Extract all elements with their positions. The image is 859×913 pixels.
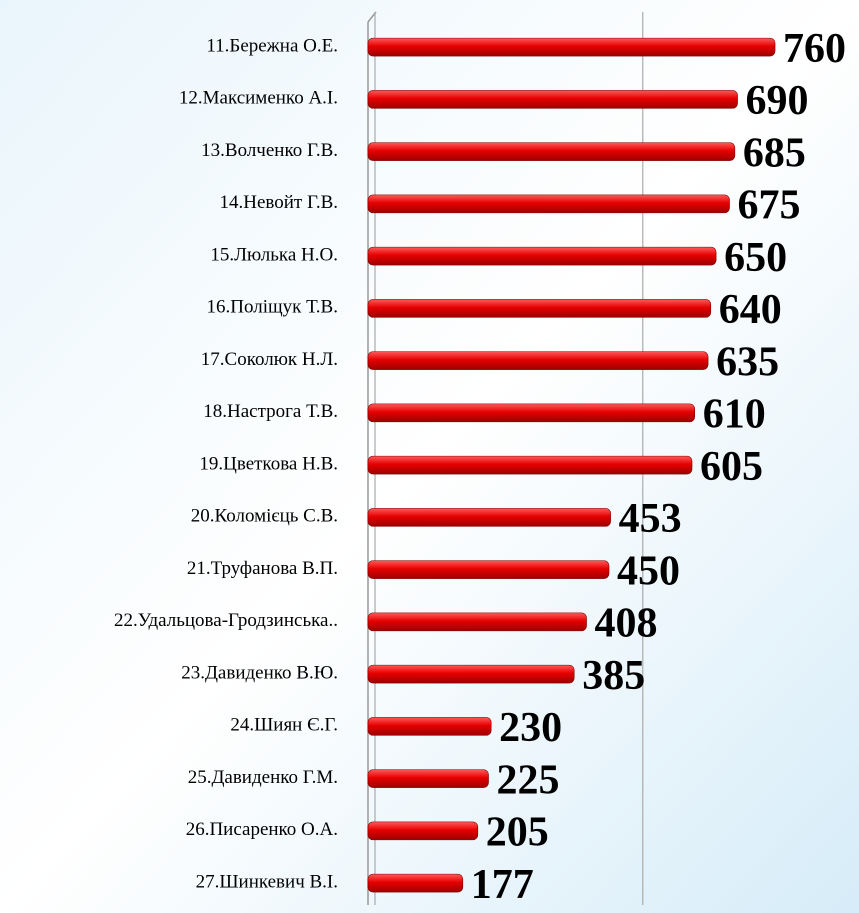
category-label: 19.Цветкова Н.В. [199, 453, 338, 474]
category-label: 21.Труфанова В.П. [187, 558, 338, 579]
bar [367, 403, 695, 423]
value-label: 640 [719, 287, 782, 333]
value-label: 408 [595, 601, 658, 647]
value-label: 650 [724, 235, 787, 281]
value-label: 610 [703, 392, 766, 438]
bar [367, 873, 464, 893]
category-label: 27.Шинкевич В.І. [196, 871, 338, 892]
value-label: 675 [738, 183, 801, 229]
value-label: 605 [700, 444, 763, 490]
category-label: 18.Настрога Т.В. [203, 401, 338, 422]
category-label: 24.Шиян Є.Г. [230, 715, 338, 736]
bar [367, 351, 709, 370]
category-label: 26.Писаренко О.А. [186, 819, 338, 840]
category-label: 20.Коломієць С.В. [191, 506, 338, 527]
category-label: 16.Поліщук Т.В. [207, 297, 338, 318]
bar [367, 508, 611, 527]
bar [367, 299, 712, 318]
value-label: 690 [746, 78, 809, 124]
category-label: 22.Удальцова-Гродзинська.. [114, 610, 338, 631]
category-label: 12.Максименко А.І. [179, 88, 338, 109]
bar [367, 769, 489, 788]
value-label: 450 [617, 548, 680, 594]
bar [367, 560, 610, 579]
category-label: 14.Невойт Г.В. [220, 192, 338, 213]
value-label: 230 [499, 705, 562, 751]
category-label: 25.Давиденко Г.М. [188, 767, 338, 788]
category-label: 13.Волченко Г.В. [201, 140, 338, 161]
value-label: 225 [497, 757, 560, 803]
category-label: 15.Люлька Н.О. [210, 244, 338, 265]
bar [367, 90, 738, 109]
value-label: 385 [582, 653, 645, 699]
value-label: 205 [486, 810, 549, 856]
bar [367, 717, 492, 736]
value-label: 635 [716, 339, 779, 385]
category-label: 17.Соколюк Н.Л. [201, 349, 338, 370]
category-label: 11.Бережна О.Е. [206, 35, 338, 56]
bar [367, 455, 693, 475]
category-label: 23.Давиденко В.Ю. [181, 662, 338, 683]
bar [367, 664, 575, 684]
value-label: 453 [619, 496, 682, 542]
bar [367, 821, 479, 841]
bar [367, 142, 736, 161]
value-label: 760 [783, 26, 846, 72]
bar [367, 194, 730, 214]
bar [367, 246, 717, 266]
value-label: 177 [471, 862, 534, 908]
value-label: 685 [743, 130, 806, 176]
bar [367, 37, 776, 57]
bar [367, 612, 587, 632]
